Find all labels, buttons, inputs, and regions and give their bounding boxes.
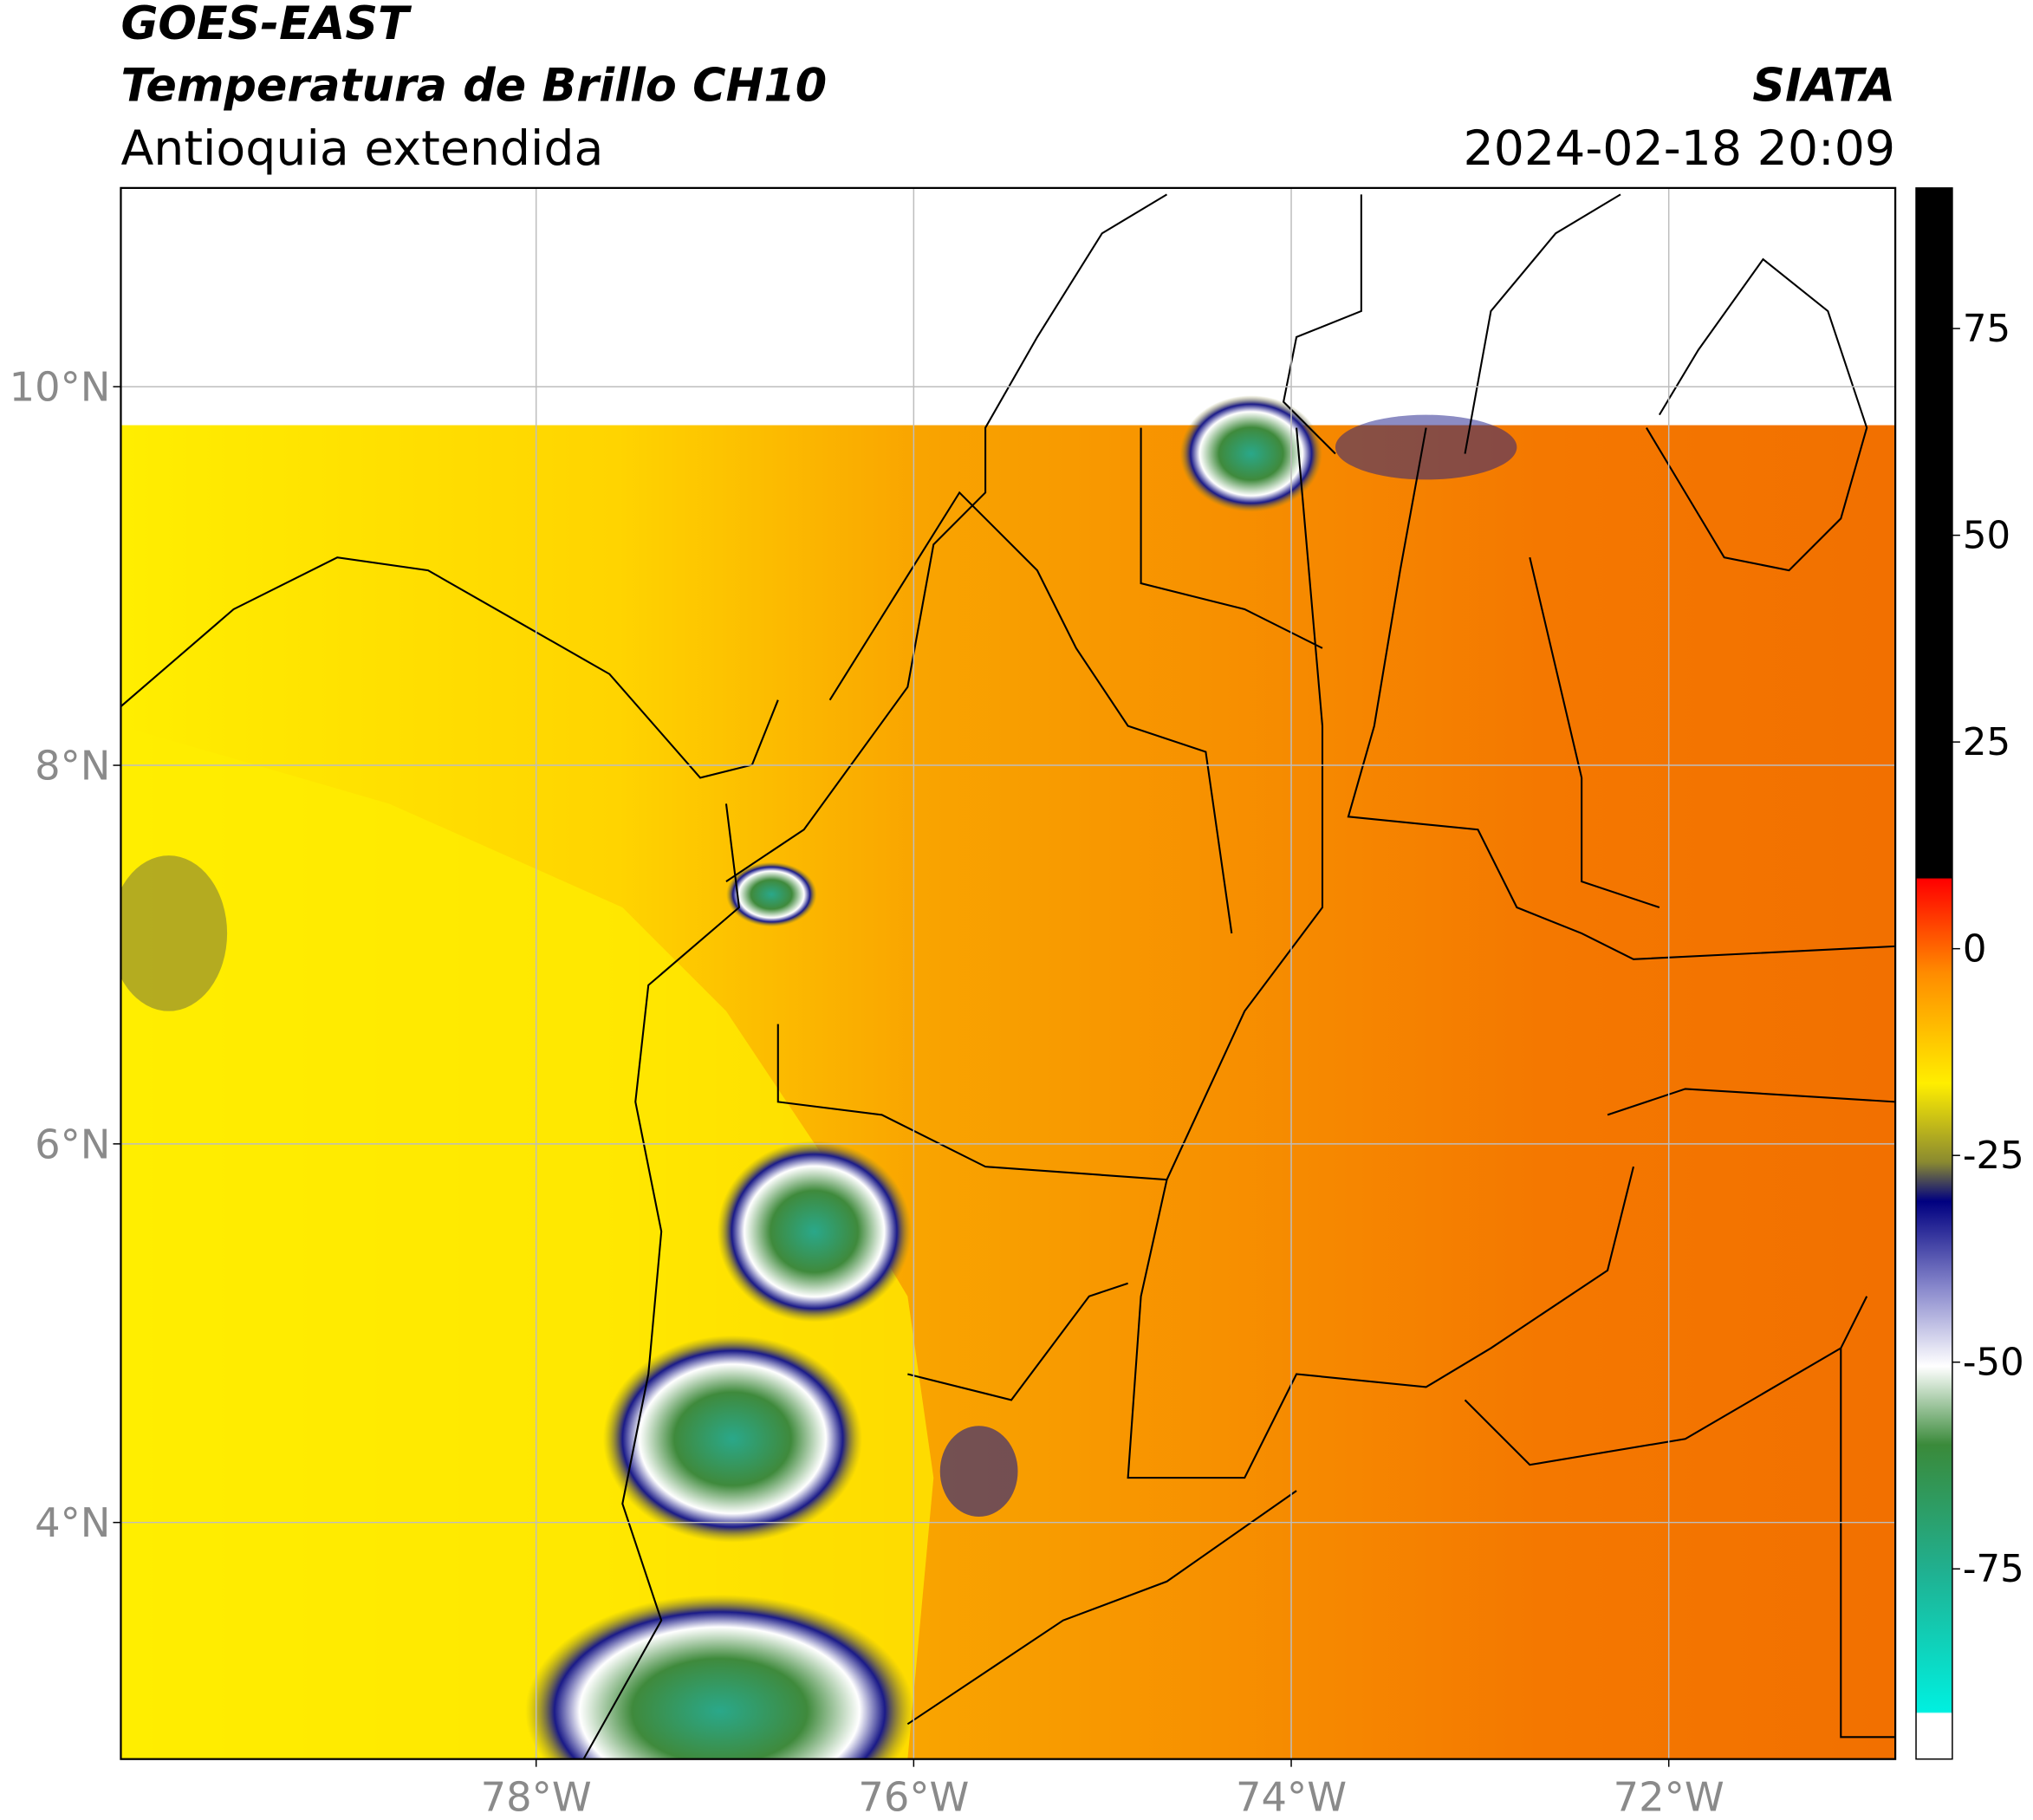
cloud [120,855,228,1011]
map-image [120,187,1896,1759]
cloud [602,1335,863,1543]
y-tick-label: 4°N [35,1499,110,1546]
colorbar-tick-label: 75 [1963,308,2010,351]
colorbar-tick-label: 50 [1963,515,2010,558]
cloud [525,1594,914,1759]
x-tick-label: 74°W [1236,1774,1347,1820]
y-tick-label: 6°N [35,1121,110,1167]
cloud [939,1426,1018,1517]
source: SIATA [1752,60,1895,113]
colorbar-tick-label: -25 [1963,1134,2024,1178]
title: GOES-EAST [120,0,412,50]
cloud [717,1141,912,1323]
cloud [1335,414,1517,480]
x-tick-label: 78°W [481,1774,592,1820]
timestamp: 2024-02-18 20:09 [1464,121,1896,177]
colorbar-tick-label: -75 [1963,1548,2024,1591]
y-tick-label: 8°N [35,742,110,789]
colorbar [1915,187,1953,1760]
subtitle: Temperatura de Brillo CH10 [120,60,827,113]
cloud [725,861,817,927]
region: Antioquia extendida [120,121,603,177]
map-frame [120,186,1897,1760]
y-tick-label: 10°N [10,364,111,411]
x-tick-label: 72°W [1614,1774,1724,1820]
colorbar-tick-label: 25 [1963,721,2010,764]
colorbar-tick-label: -50 [1963,1342,2024,1385]
x-tick-label: 76°W [858,1774,969,1820]
gridlines [120,187,1896,1759]
colorbar-tick-label: 0 [1963,928,1987,972]
cloud [1179,395,1322,512]
